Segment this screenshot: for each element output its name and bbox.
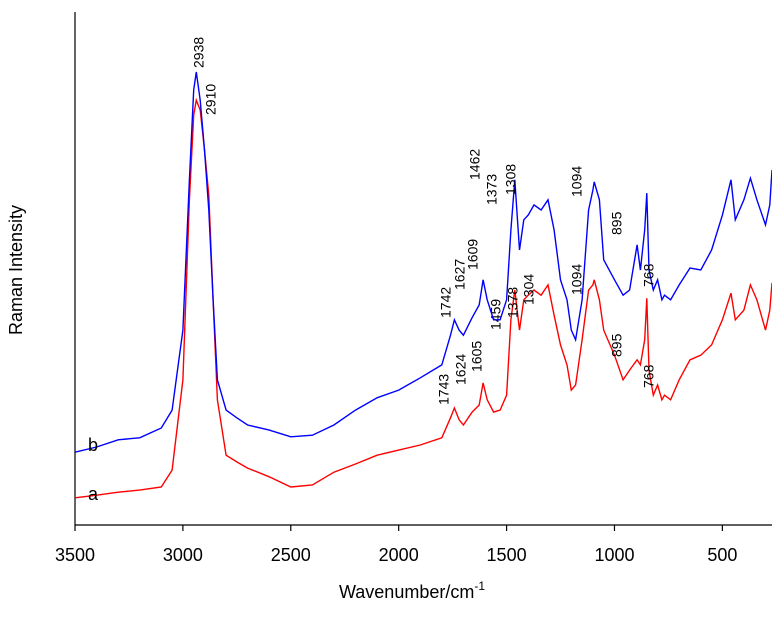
peak-label: 1605 (469, 341, 485, 372)
x-tick-label: 1500 (487, 545, 527, 565)
x-tick-label: 3500 (55, 545, 95, 565)
peak-label: 2938 (191, 37, 207, 68)
peak-label: 768 (641, 263, 657, 287)
peak-label: 1373 (484, 174, 500, 205)
peak-label: 1609 (465, 239, 481, 270)
series-line (74, 71, 772, 453)
peak-label: 1304 (521, 274, 537, 305)
peak-label: 1462 (467, 149, 483, 180)
peak-label: 1378 (505, 287, 521, 318)
peak-label: 1459 (488, 299, 504, 330)
peak-label: 1742 (438, 287, 454, 318)
x-axis-title: Wavenumber/cm-1 (339, 579, 485, 602)
x-axis-title-main: Wavenumber/cm (339, 582, 474, 602)
peak-label: 895 (609, 211, 625, 235)
x-axis-title-sup: -1 (474, 579, 485, 593)
series-label: a (88, 484, 99, 504)
peak-label: 1624 (453, 354, 469, 385)
x-tick-label: 3000 (163, 545, 203, 565)
peak-label: 2910 (203, 84, 219, 115)
peak-label: 895 (609, 333, 625, 357)
x-tick-label: 2000 (379, 545, 419, 565)
x-tick-label: 1000 (594, 545, 634, 565)
series-line (74, 97, 772, 499)
peak-label: 1743 (436, 374, 452, 405)
peak-label: 768 (641, 364, 657, 388)
y-axis-title: Raman Intensity (6, 205, 26, 335)
x-tick-label: 500 (707, 545, 737, 565)
peak-label: 1094 (569, 264, 585, 295)
x-tick-label: 2500 (271, 545, 311, 565)
series-label: b (88, 435, 98, 455)
peak-label: 1627 (452, 259, 468, 290)
peak-label: 1308 (503, 164, 519, 195)
peak-label: 1094 (569, 166, 585, 197)
